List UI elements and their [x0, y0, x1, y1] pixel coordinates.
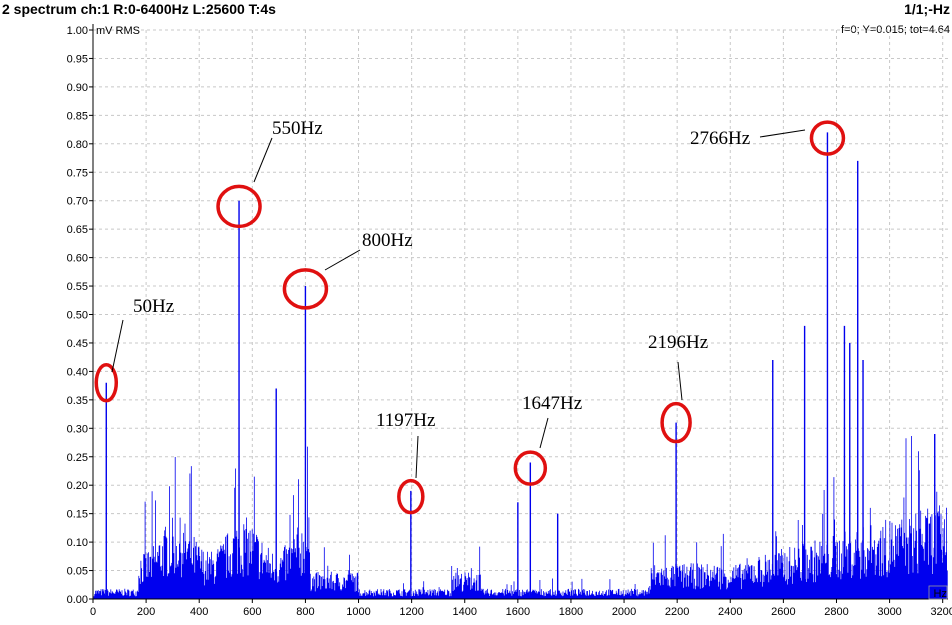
x-tick-label: 0: [90, 606, 96, 618]
x-tick-label: 800: [296, 606, 314, 618]
y-tick-label: 0.80: [67, 139, 88, 151]
x-tick-label: 1800: [559, 606, 583, 618]
x-tick-label: 200: [137, 606, 155, 618]
x-tick-label: 1200: [399, 606, 423, 618]
y-tick-label: 0.65: [67, 224, 88, 236]
y-axis-label: mV RMS: [96, 25, 140, 37]
annotations: 50Hz 550Hz 800Hz 1197Hz 1647Hz 2196Hz 2766Hz: [94, 118, 846, 515]
annotation-label: 50Hz: [133, 296, 174, 317]
peak-lines: [105, 132, 936, 599]
annotation-label: 800Hz: [362, 230, 413, 251]
y-tick-label: 0.30: [67, 423, 88, 435]
x-tick-label: 2600: [771, 606, 795, 618]
annotation-label: 2766Hz: [690, 128, 750, 149]
x-tick-label: 2200: [665, 606, 689, 618]
x-axis-label: Hz: [934, 588, 947, 600]
annotation-label: 1647Hz: [522, 393, 582, 414]
x-tick-label: 1400: [452, 606, 476, 618]
peak-marker: [94, 363, 119, 403]
x-tick-label: 600: [243, 606, 261, 618]
annotation-leader: [415, 435, 419, 479]
x-tick-label: 400: [190, 606, 208, 618]
y-tick-label: 0.35: [67, 395, 88, 407]
y-tick-label: 0.90: [67, 82, 88, 94]
x-tick-label: 1600: [506, 606, 530, 618]
annotation-leader: [253, 137, 273, 183]
y-tick-label: 0.15: [67, 509, 88, 521]
annotation-leader: [324, 249, 361, 271]
y-tick-label: 0.40: [67, 366, 88, 378]
x-axis-label-box: [928, 585, 948, 600]
x-tick-label: 2800: [824, 606, 848, 618]
annotation-leader: [111, 319, 124, 373]
cursor-readout: f=0; Y=0.015; tot=4.64: [841, 24, 950, 36]
annotation-label: 1197Hz: [376, 410, 435, 431]
y-tick-label: 0.75: [67, 167, 88, 179]
peak-marker: [809, 120, 846, 156]
noise-trace: [93, 436, 948, 599]
x-tick-label: 2000: [612, 606, 636, 618]
peak-marker: [513, 450, 548, 486]
grid: [93, 29, 948, 599]
y-tick-label: 0.85: [67, 110, 88, 122]
y-tick-label: 0.25: [67, 452, 88, 464]
x-tick-label: 2400: [718, 606, 742, 618]
y-tick-label: 0.10: [67, 537, 88, 549]
y-tick-label: 1.00: [67, 25, 88, 37]
peak-marker: [282, 268, 329, 310]
x-tick-label: 1000: [346, 606, 370, 618]
x-tick-label: 3200: [930, 606, 952, 618]
y-tick-label: 0.05: [67, 566, 88, 578]
y-tick-label: 0.50: [67, 310, 88, 322]
y-tick-label: 0.20: [67, 480, 88, 492]
annotation-leader: [759, 129, 806, 138]
annotation-label: 550Hz: [272, 118, 323, 139]
noise-floor: [93, 436, 948, 599]
annotation-leader: [539, 417, 549, 449]
y-ticks: 0.00 0.05 0.10 0.15 0.20 0.25 0.30 0.35 0.40 0.45…: [67, 25, 93, 606]
peak-marker: [397, 478, 425, 515]
y-tick-label: 0.95: [67, 53, 88, 65]
annotation-leader: [677, 361, 683, 401]
peak-marker: [660, 401, 692, 444]
x-ticks: 0 200 400 600 800 1000 1200 1400 1600 1800 2000 220…: [90, 599, 952, 618]
y-tick-label: 0.60: [67, 253, 88, 265]
chart-title: 2 spectrum ch:1 R:0-6400Hz L:25600 T:4s: [2, 1, 276, 17]
x-tick-label: 3000: [877, 606, 901, 618]
y-tick-label: 0.00: [67, 594, 88, 606]
y-tick-label: 0.70: [67, 196, 88, 208]
annotation-label: 2196Hz: [648, 332, 708, 353]
axes: mV RMS Hz: [92, 24, 948, 600]
y-tick-label: 0.45: [67, 338, 88, 350]
page-indicator: 1/1;-Hz: [904, 1, 950, 17]
y-tick-label: 0.55: [67, 281, 88, 293]
peak-marker: [216, 184, 262, 229]
